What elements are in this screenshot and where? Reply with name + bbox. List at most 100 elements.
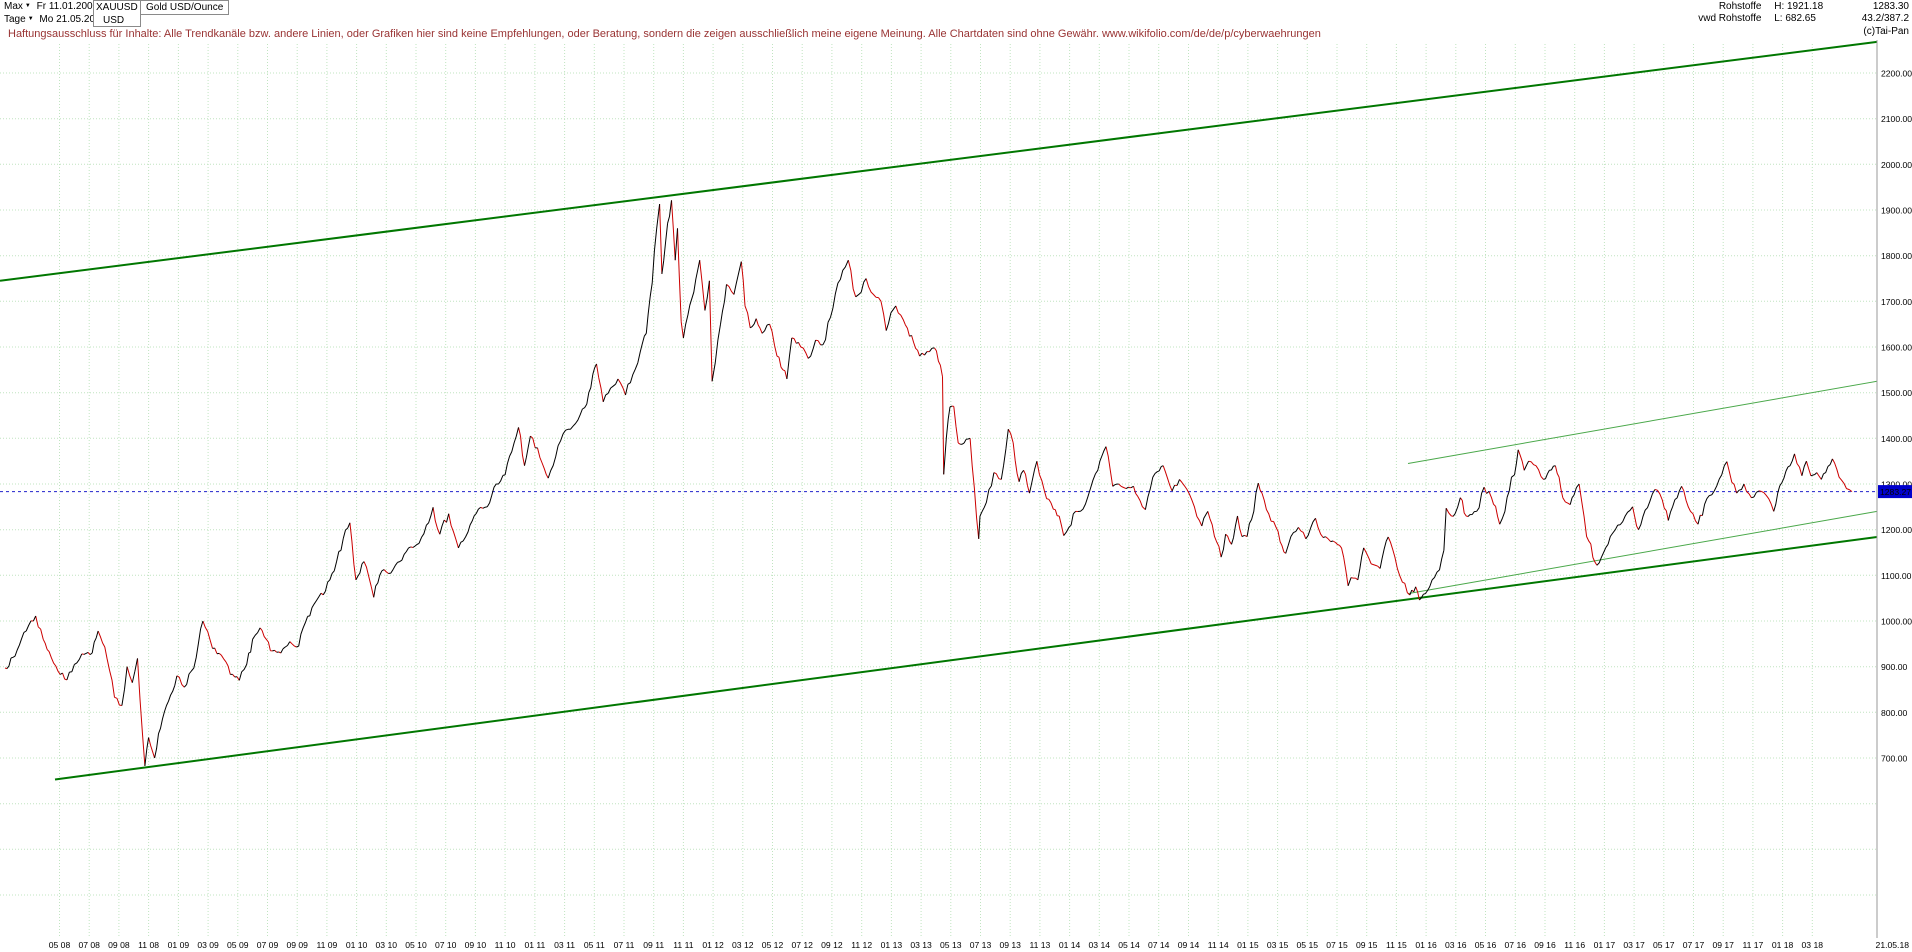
x-axis-label: 05 14 (1118, 940, 1140, 950)
x-axis-label: 05 15 (1297, 940, 1319, 950)
x-axis-label: 11 14 (1208, 940, 1229, 950)
x-axis-label: 09 11 (643, 940, 664, 950)
x-axis-label: 09 13 (999, 940, 1021, 950)
low-value: L: 682.65 (1774, 13, 1816, 24)
x-axis-label: 01 13 (881, 940, 903, 950)
y-axis-label: 1300.00 (1881, 480, 1912, 490)
x-axis-label: 05 10 (405, 940, 427, 950)
timeframe-label: Tage (4, 14, 26, 25)
y-axis-label: 1900.00 (1881, 206, 1912, 216)
x-axis-label: 11 13 (1029, 940, 1050, 950)
chevron-down-icon: ▼ (24, 3, 31, 9)
x-axis-label: 01 14 (1059, 940, 1081, 950)
x-axis-label: 11 11 (673, 940, 693, 950)
x-axis-label: 03 11 (554, 940, 575, 950)
price-series-up (6, 200, 1833, 766)
x-axis-label: 01 10 (346, 940, 368, 950)
x-axis-label: 03 10 (376, 940, 398, 950)
price-tag-label: 1283.27 (1880, 487, 1911, 497)
y-axis-label: 1600.00 (1881, 343, 1912, 353)
x-axis-label: 07 16 (1505, 940, 1527, 950)
chart-start-date: Fr 11.01.2008 (36, 1, 99, 12)
y-axis-label: 1100.00 (1881, 571, 1912, 581)
x-axis-label: 09 16 (1534, 940, 1556, 950)
x-axis-label: 11 17 (1742, 940, 1763, 950)
x-axis-label: 11 08 (138, 940, 159, 950)
x-axis-label: 07 15 (1326, 940, 1348, 950)
symbol-label: XAUUSD (96, 2, 138, 13)
x-axis-label: 07 11 (614, 940, 635, 950)
x-axis-label: 09 08 (108, 940, 130, 950)
x-axis-label: 05 09 (227, 940, 249, 950)
x-axis-label: 03 09 (197, 940, 219, 950)
x-axis-label: 09 17 (1712, 940, 1734, 950)
x-axis-label: 07 13 (970, 940, 992, 950)
x-axis-last-label: 21.05.18 (1876, 940, 1910, 950)
x-axis-label: 11 09 (316, 940, 337, 950)
price-series-down (4, 200, 1853, 766)
x-axis-label: 01 18 (1772, 940, 1794, 950)
instrument-name: Gold USD/Ounce (140, 0, 230, 15)
x-axis-label: 11 10 (495, 940, 516, 950)
x-axis-label: 09 10 (465, 940, 487, 950)
x-axis-label: 07 10 (435, 940, 457, 950)
high-value: H: 1921.18 (1774, 1, 1824, 12)
trendline-upper-channel[interactable] (0, 40, 1878, 282)
y-axis-label: 900.00 (1881, 662, 1908, 672)
x-axis-label: 03 17 (1623, 940, 1645, 950)
x-axis-label: 01 09 (168, 940, 190, 950)
range-info: 43.2/387.2 (1861, 13, 1909, 24)
period-dropdown[interactable]: Max ▼ (4, 1, 34, 12)
x-axis-label: 07 17 (1683, 940, 1705, 950)
x-axis-label: 05 12 (762, 940, 784, 950)
x-axis-label: 11 12 (851, 940, 872, 950)
x-axis-label: 01 12 (702, 940, 724, 950)
chart-end-date: Mo 21.05.2018 (39, 14, 107, 25)
price-tag (1878, 485, 1912, 499)
category-label: Rohstoffe (1718, 1, 1762, 12)
timeframe-dropdown[interactable]: Tage ▼ (4, 14, 37, 25)
toolbar-row-1: Max ▼ Fr 11.01.2008 (4, 0, 98, 13)
x-axis-label: 05 13 (940, 940, 962, 950)
copyright-label: (c)Tai-Pan (1863, 26, 1909, 37)
x-axis-label: 11 16 (1564, 940, 1585, 950)
symbol-box[interactable]: XAUUSD USD (93, 0, 141, 27)
y-axis-label: 1800.00 (1881, 251, 1912, 261)
y-axis-label: 2000.00 (1881, 160, 1912, 170)
x-axis-label: 07 12 (791, 940, 813, 950)
x-axis-label: 03 16 (1445, 940, 1467, 950)
last-price: 1283.30 (1872, 1, 1909, 12)
period-label: Max (4, 1, 23, 12)
feed-label: vwd Rohstoffe (1698, 13, 1762, 24)
x-axis-label: 03 13 (910, 940, 932, 950)
x-axis-label: 07 09 (257, 940, 279, 950)
y-axis-label: 1200.00 (1881, 525, 1912, 535)
x-axis-label: 07 14 (1148, 940, 1170, 950)
quote-row-2: vwd Rohstoffe L: 682.65 43.2/387.2 (1675, 12, 1909, 25)
x-axis-label: 05 11 (584, 940, 605, 950)
x-axis-label: 01 11 (524, 940, 545, 950)
y-axis-label: 2200.00 (1881, 69, 1912, 79)
trendline-upper-minor[interactable] (1407, 380, 1878, 464)
x-axis-label: 09 14 (1178, 940, 1200, 950)
y-axis-label: 700.00 (1881, 754, 1908, 764)
chevron-down-icon: ▼ (27, 16, 34, 22)
disclaimer-text: Haftungsausschluss für Inhalte: Alle Tre… (8, 28, 1321, 40)
x-axis-label: 03 15 (1267, 940, 1289, 950)
y-axis-label: 1700.00 (1881, 297, 1912, 307)
y-axis-label: 800.00 (1881, 708, 1908, 718)
x-axis-label: 03 18 (1802, 940, 1824, 950)
y-axis-label: 2100.00 (1881, 114, 1912, 124)
y-axis-label: 1400.00 (1881, 434, 1912, 444)
x-axis-label: 07 08 (78, 940, 100, 950)
trendline-lower-channel[interactable] (54, 536, 1878, 781)
y-axis-label: 1000.00 (1881, 617, 1912, 627)
y-axis-label: 1500.00 (1881, 388, 1912, 398)
x-axis-label: 03 14 (1089, 940, 1111, 950)
quote-row-1: Rohstoffe H: 1921.18 1283.30 (1675, 0, 1909, 13)
trendline-lower-minor[interactable] (1407, 510, 1878, 595)
x-axis-label: 01 16 (1415, 940, 1437, 950)
x-axis-label: 01 15 (1237, 940, 1259, 950)
